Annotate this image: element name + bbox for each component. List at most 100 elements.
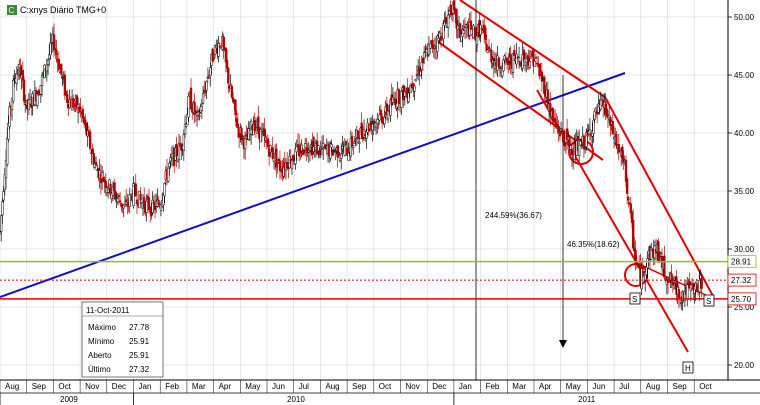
y-axis: 20.00 25.00 30.00 35.00 40.00 45.00 50.00 <box>728 13 755 370</box>
candle-body <box>104 180 107 188</box>
candle-body <box>43 64 46 78</box>
info-row-value: 25.91 <box>129 337 150 346</box>
year-label: 2009 <box>60 395 78 404</box>
candle-body <box>487 46 491 50</box>
candle-body <box>447 14 450 28</box>
candle-body <box>403 91 407 97</box>
candle-body <box>10 98 14 110</box>
svg-text:S: S <box>632 295 637 304</box>
candle-body <box>332 149 336 152</box>
candle-body <box>462 30 465 34</box>
candle-body <box>143 197 146 208</box>
candle-body <box>400 91 403 108</box>
candle-body <box>698 280 701 292</box>
candle-body <box>177 143 181 160</box>
grid-lines <box>0 0 728 380</box>
candle-body <box>46 59 50 65</box>
x-tick-label: Apr <box>219 382 232 391</box>
candle-body <box>397 89 401 105</box>
price-label-box <box>727 255 757 269</box>
candle-body <box>36 93 39 106</box>
x-tick-label: Aug <box>325 382 339 391</box>
candle-body <box>264 137 267 141</box>
svg-text:H: H <box>685 364 691 373</box>
candle-body <box>466 24 469 26</box>
candle-body <box>0 215 3 232</box>
info-row-value: 27.78 <box>129 323 150 332</box>
x-tick-label: Feb <box>165 382 179 391</box>
x-tick-label: Sep <box>352 382 367 391</box>
candle-body <box>123 204 127 207</box>
candle-body <box>22 79 26 102</box>
candle-body <box>657 241 660 262</box>
candle-body <box>287 167 290 170</box>
candle-body <box>629 203 632 214</box>
x-tick-label: Aug <box>5 382 19 391</box>
candle-body <box>185 123 188 127</box>
candle-body <box>117 195 121 197</box>
x-tick-label: Sep <box>673 382 688 391</box>
candle-body <box>365 131 368 139</box>
candle-body <box>540 71 544 82</box>
info-row-label: Aberto <box>88 351 112 360</box>
price-label-box <box>727 292 757 306</box>
candle-body <box>135 199 139 205</box>
candle-body <box>230 86 234 98</box>
candle-body <box>189 87 193 110</box>
candle-body <box>63 74 67 96</box>
candle-body <box>234 99 237 115</box>
x-tick-label: May <box>245 382 260 391</box>
candle-body <box>275 148 278 168</box>
price-label-text: 27.32 <box>731 276 752 285</box>
candle-body <box>271 147 274 159</box>
x-tick-label: Mar <box>192 382 206 391</box>
x-tick-label: Jan <box>139 382 152 391</box>
candle-body <box>358 141 361 144</box>
candle-body <box>7 123 10 140</box>
candle-body <box>39 84 43 95</box>
price-label-box <box>727 273 757 287</box>
candle-body <box>15 73 18 84</box>
svg-text:S: S <box>706 297 711 306</box>
price-label-text: 25.70 <box>731 295 752 304</box>
candle-body <box>391 97 395 103</box>
candle-body <box>588 129 592 135</box>
candle-body <box>580 144 583 147</box>
candle-body <box>484 27 487 40</box>
candle-body <box>257 116 260 131</box>
candle-body <box>28 98 32 105</box>
candle-body <box>407 92 410 102</box>
candle-body <box>583 148 587 150</box>
candle-body <box>21 69 24 81</box>
chart-title[interactable]: C:xnys Diário TMG+0 <box>20 5 106 15</box>
x-tick-label: Apr <box>539 382 552 391</box>
candle-body <box>240 127 243 141</box>
candle-body <box>290 160 294 170</box>
x-tick-label: Aug <box>646 382 660 391</box>
candle-body <box>699 275 702 279</box>
candle-body <box>425 48 428 50</box>
candle-body <box>557 125 560 133</box>
candle-body <box>205 81 208 91</box>
candle-body <box>421 58 425 63</box>
candle-body <box>582 135 586 150</box>
candle-body <box>168 162 171 167</box>
candle-body <box>145 200 148 213</box>
candle-body <box>356 130 360 139</box>
candle-body <box>533 61 536 67</box>
y-tick-label: 20.00 <box>734 361 755 370</box>
candle-body <box>371 123 374 131</box>
candle-body <box>84 119 87 125</box>
candle-body <box>79 106 82 110</box>
candle-body <box>215 45 218 48</box>
candle-body <box>569 145 572 150</box>
h-marker: H <box>682 361 694 374</box>
candle-body <box>91 149 94 154</box>
candle-body <box>241 135 244 138</box>
candle-body <box>323 146 326 149</box>
candle-body <box>126 203 129 207</box>
candle-body <box>61 76 64 79</box>
candle-body <box>276 161 279 164</box>
candle-body <box>350 135 354 148</box>
s-marker-left: S <box>629 292 641 305</box>
